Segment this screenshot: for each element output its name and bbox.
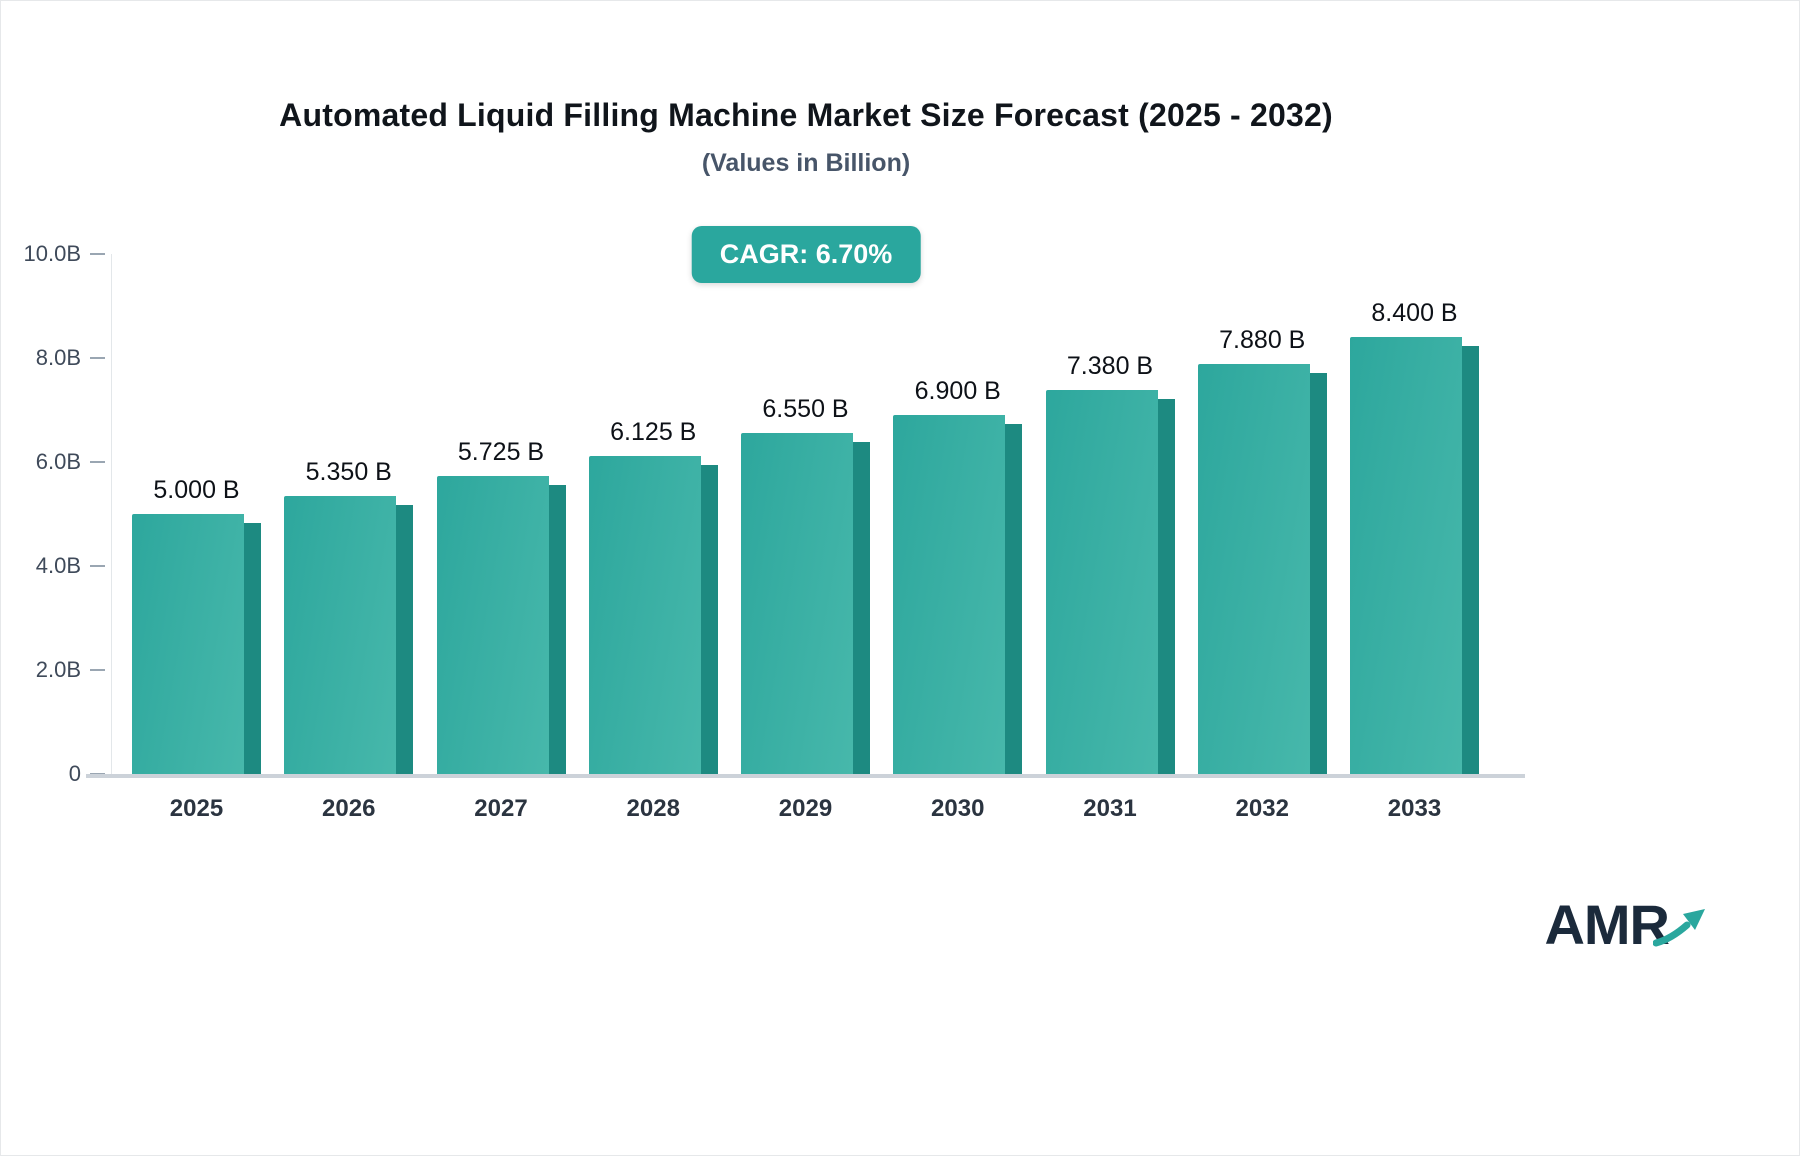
bar-value-label: 6.550 B (762, 395, 849, 424)
bar-series: 5.000 B 2025 5.350 B 2026 5.725 B 2027 6.125 B… (112, 254, 1525, 822)
bar-front-face (1197, 364, 1310, 774)
bar-front-face (284, 495, 397, 774)
bar (436, 476, 566, 774)
bar-side-face (1309, 373, 1327, 774)
y-tick-label: 0 (68, 761, 81, 786)
bar-group: 5.725 B 2027 (436, 254, 566, 822)
amr-logo: AMR (1544, 897, 1707, 953)
bar-side-face (548, 485, 566, 774)
growth-arrow-icon (1653, 909, 1705, 947)
x-axis-label: 2027 (474, 795, 528, 822)
y-tick-mark (90, 253, 105, 255)
bar-group: 8.400 B 2033 (1350, 254, 1479, 822)
y-tick-label: 4.0B (35, 553, 81, 578)
bar-value-label: 6.900 B (914, 377, 1001, 406)
bar-value-label: 8.400 B (1371, 299, 1458, 328)
y-axis: 10.0B 8.0B 6.0B 4.0B 2.0B 0 (1, 241, 105, 786)
y-tick: 2.0B (36, 657, 105, 683)
bar-front-face (1350, 337, 1462, 774)
bar-side-face (1157, 399, 1175, 774)
bar-group: 6.125 B 2028 (588, 254, 718, 822)
x-axis-line (86, 774, 113, 778)
bar-value-label: 5.350 B (305, 457, 392, 486)
y-tick-mark (90, 461, 105, 463)
bar-group: 5.350 B 2026 (284, 254, 414, 822)
cagr-badge: CAGR: 6.70% (691, 226, 921, 283)
bar-side-face (244, 523, 261, 774)
bar-group: 6.550 B 2029 (741, 254, 870, 822)
bar-front-face (1045, 390, 1158, 774)
bar-group: 6.900 B 2030 (893, 254, 1023, 822)
y-tick-label: 10.0B (23, 241, 82, 266)
y-tick-mark (90, 357, 105, 359)
bar-value-label: 5.000 B (153, 476, 240, 504)
chart-title: Automated Liquid Filling Machine Market … (279, 97, 1333, 133)
x-axis-label: 2029 (778, 795, 833, 822)
bar (588, 455, 718, 774)
bar-group: 5.000 B 2025 (132, 254, 261, 822)
bar-front-face (436, 476, 549, 774)
bar-group: 7.880 B 2032 (1197, 254, 1327, 822)
plot-area: 5.000 B 2025 5.350 B 2026 5.725 B 2027 6.125 B… (111, 254, 1525, 822)
bar-side-face (853, 442, 870, 774)
bar-value-label: 5.725 B (457, 438, 545, 467)
bar-value-label: 7.380 B (1066, 352, 1154, 381)
x-axis-label: 2026 (322, 795, 376, 822)
bar (1045, 390, 1175, 774)
amr-logo-text: AMR (1544, 893, 1670, 956)
x-axis-label: 2033 (1387, 795, 1442, 822)
bar (893, 415, 1023, 774)
bar-front-face (741, 433, 853, 774)
bar-side-face (1005, 424, 1023, 774)
y-tick-label: 2.0B (35, 657, 81, 682)
bar-value-label: 6.125 B (610, 417, 697, 446)
bar-front-face (588, 455, 701, 774)
y-tick-label: 6.0B (35, 449, 81, 474)
y-tick: 6.0B (36, 449, 105, 475)
y-tick: 8.0B (36, 345, 105, 371)
bar-front-face (132, 514, 244, 774)
y-tick-mark (90, 565, 105, 567)
bar-group: 7.380 B 2031 (1045, 254, 1175, 822)
bar (1197, 364, 1327, 774)
bar-side-face (700, 464, 718, 774)
bar (132, 514, 261, 774)
y-tick: 4.0B (36, 553, 105, 579)
x-axis-label: 2028 (626, 795, 680, 822)
x-axis-label: 2030 (931, 795, 985, 822)
bar-value-label: 7.880 B (1219, 326, 1306, 355)
x-axis-label: 2025 (169, 795, 224, 822)
bar-side-face (1462, 346, 1479, 774)
y-tick: 10.0B (23, 241, 105, 267)
bar-front-face (893, 415, 1006, 774)
bar (284, 495, 414, 774)
chart-subtitle: (Values in Billion) (701, 149, 911, 177)
bar-side-face (396, 504, 414, 774)
x-axis-label: 2031 (1083, 795, 1137, 822)
bar (1350, 337, 1479, 774)
y-tick-label: 8.0B (35, 345, 81, 370)
y-tick-mark (90, 669, 105, 671)
bar (741, 433, 870, 774)
x-axis-label: 2032 (1235, 795, 1289, 822)
